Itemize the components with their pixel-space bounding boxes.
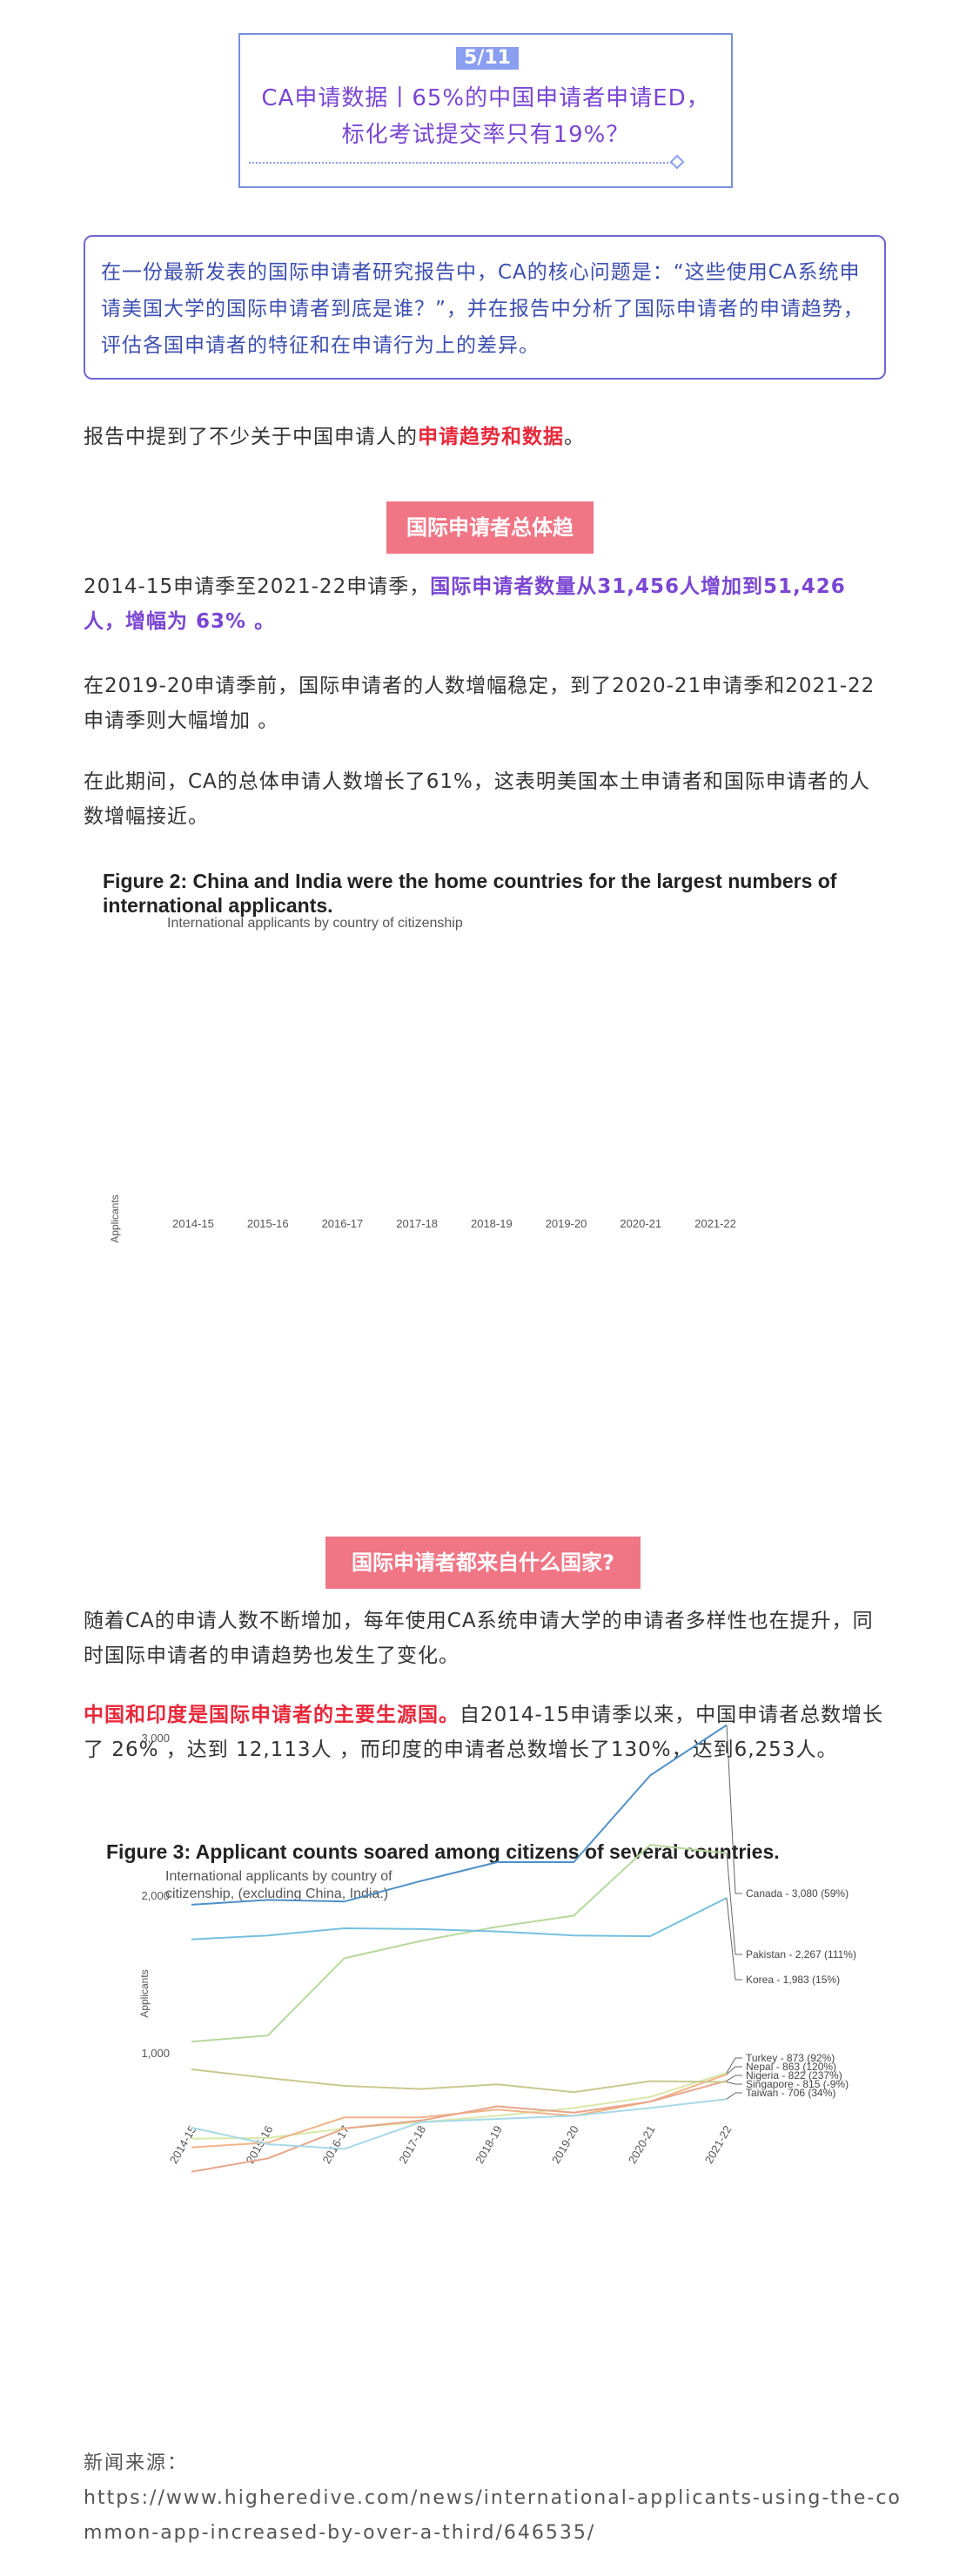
x-tick-label: 2014-15	[172, 1217, 214, 1230]
paragraph-trend-intro: 报告中提到了不少关于中国申请人的申请趋势和数据。	[84, 426, 585, 448]
figure-2-subtitle: International applicants by country of c…	[167, 916, 463, 931]
intro-box: 在一份最新发表的国际申请者研究报告中，CA的核心问题是：“这些使用CA系统申请美…	[84, 235, 886, 380]
figure-3-subtitle: International applicants by country of c…	[165, 1869, 392, 1901]
x-tick-label: 2021-22	[694, 1217, 736, 1230]
series-leader-line	[726, 1725, 742, 1894]
x-tick-label: 2020-21	[626, 2123, 658, 2166]
series-line-3	[191, 2072, 728, 2140]
paragraph-growth-stability: 在2019-20申请季前，国际申请者的人数增幅稳定，到了2020-21申请季和2…	[84, 675, 875, 732]
y-axis-label: Applicants	[109, 1194, 121, 1242]
series-label: Turkey - 873 (92%)	[746, 2052, 835, 2064]
title-divider	[249, 162, 672, 164]
series-label: Nepal - 863 (120%)	[746, 2061, 836, 2073]
paragraph-overall-growth: 在此期间，CA的总体申请人数增长了61%，这表明美国本土申请者和国际申请者的人数…	[84, 770, 870, 828]
series-label: Singapore - 815 (-9%)	[746, 2078, 849, 2090]
diamond-ornament-icon	[669, 154, 685, 170]
figure-2-title: Figure 2: China and India were the home …	[103, 870, 837, 917]
figure-2: Figure 2: China and India were the home …	[87, 862, 888, 1489]
series-leader-line	[726, 2057, 742, 2074]
series-label: Nigeria - 822 (237%)	[746, 2069, 842, 2082]
series-line-5	[191, 2080, 728, 2173]
series-line-2	[191, 1897, 728, 1940]
x-tick-label: 2015-16	[247, 1217, 289, 1230]
x-tick-label: 2017-18	[396, 1217, 438, 1230]
y-axis-label: Applicants	[138, 1969, 151, 2017]
paragraph-applicant-growth: 2014-15申请季至2021-22申请季，国际申请者数量从31,456人增加到…	[84, 575, 846, 633]
article-title-line2: 标化考试提交率只有19%？	[341, 122, 630, 148]
page-counter-badge: 5/11	[456, 47, 519, 70]
x-tick-label: 2019-20	[549, 2123, 581, 2166]
series-leader-line	[726, 1898, 742, 1981]
x-tick-label: 2018-19	[471, 1217, 513, 1230]
series-line-0	[191, 1724, 728, 1906]
paragraph-china-india: 中国和印度是国际申请者的主要生源国。自2014-15申请季以来，中国申请者总数增…	[84, 1704, 884, 1761]
article-title-box: 5/11 CA申请数据丨65%的中国申请者申请ED， 标化考试提交率只有19%？	[238, 33, 733, 188]
y-tick-label: 2,000	[141, 1889, 170, 1902]
series-label: Canada - 3,080 (59%)	[746, 1887, 849, 1900]
paragraph-diversity: 随着CA的申请人数不断增加，每年使用CA系统申请大学的申请者多样性也在提升，同时…	[84, 1610, 874, 1667]
section-heading-overall-trend: 国际申请者总体趋	[386, 501, 594, 554]
series-leader-line	[726, 2066, 742, 2075]
series-leader-line	[726, 2082, 742, 2085]
figure-3: Figure 3: Applicant counts soared among …	[87, 1724, 888, 2446]
x-tick-label: 2021-22	[702, 2123, 735, 2166]
series-label: Korea - 1,983 (15%)	[746, 1974, 840, 1986]
x-tick-label: 2016-17	[322, 1217, 364, 1230]
series-label: Pakistan - 2,267 (111%)	[746, 1948, 856, 1961]
series-line-6	[191, 2068, 728, 2094]
article-title-line1: CA申请数据丨65%的中国申请者申请ED，	[261, 85, 710, 111]
figure-3-title: Figure 3: Applicant counts soared among …	[106, 1840, 780, 1863]
series-label: Taiwan - 706 (34%)	[746, 2087, 835, 2099]
x-tick-label: 2020-21	[620, 1217, 661, 1230]
series-leader-line	[726, 1853, 742, 1955]
source-label: 新闻来源：	[84, 2452, 189, 2474]
series-leader-line	[726, 2092, 742, 2100]
series-line-7	[191, 2098, 728, 2150]
source-link[interactable]: https://www.higheredive.com/news/interna…	[84, 2487, 902, 2544]
y-tick-label: 3,000	[141, 1732, 170, 1745]
figure-2-chart: 05,00010,000Applicants2014-152015-162016…	[109, 1194, 736, 1242]
series-leader-line	[726, 2075, 742, 2082]
section-heading-origin-countries: 国际申请者都来自什么国家?	[325, 1537, 641, 1589]
x-tick-label: 2018-19	[473, 2123, 505, 2166]
x-tick-label: 2019-20	[546, 1217, 587, 1230]
x-tick-label: 2014-15	[167, 2123, 199, 2166]
y-tick-label: 1,000	[141, 2047, 170, 2060]
series-line-1	[191, 1844, 728, 2043]
